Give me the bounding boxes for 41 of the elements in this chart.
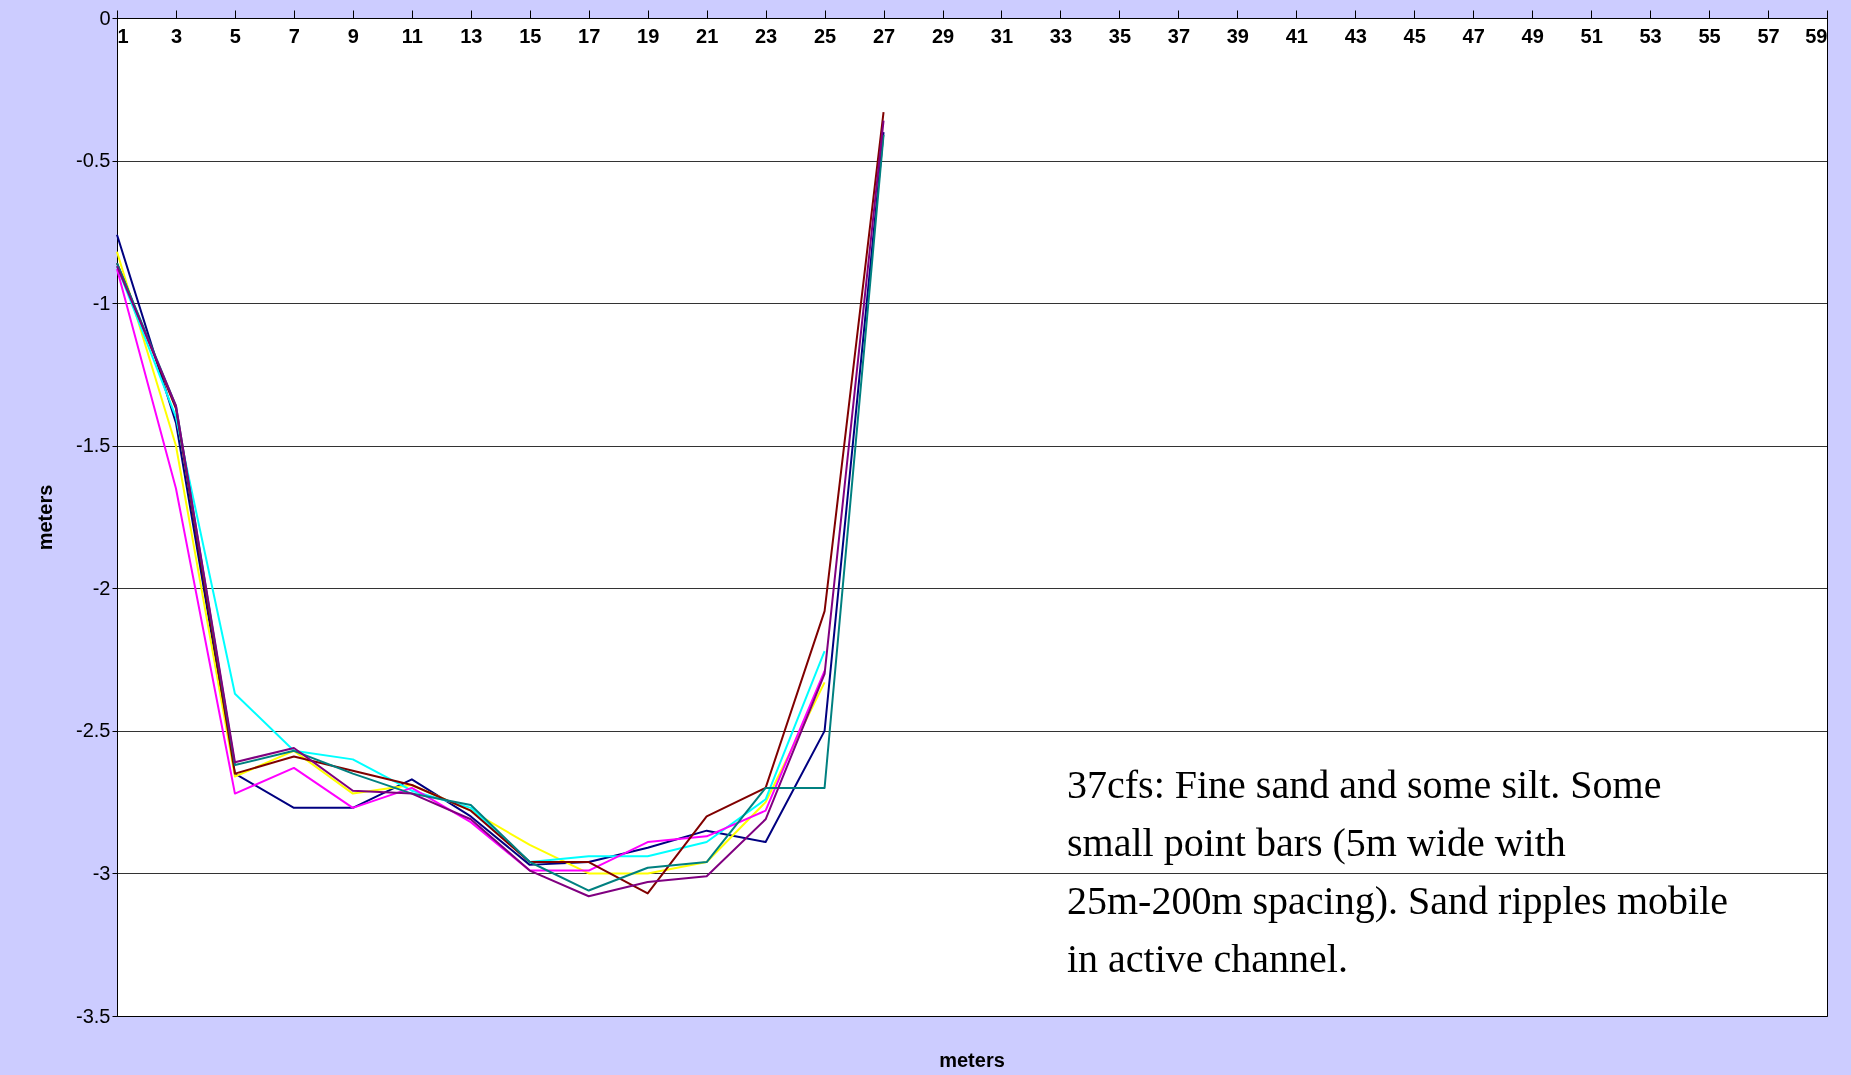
y-tick-label: -3.5 (76, 1004, 111, 1027)
x-tick-label: 3 (170, 24, 183, 47)
x-tick-label: 1 (117, 24, 129, 47)
y-tick-label: -2 (92, 576, 111, 599)
y-tick-label: -2.5 (76, 719, 111, 742)
y-tick-label: -1.5 (76, 434, 111, 457)
x-tick-label: 59 (1805, 24, 1828, 47)
x-tick-label: 11 (401, 24, 423, 47)
x-tick-label: 53 (1639, 24, 1662, 47)
x-tick-label: 23 (755, 24, 778, 47)
x-tick-label: 45 (1403, 24, 1426, 47)
annotation: 37cfs: Fine sand and some silt. Some small point bars (5m wide with 25m-200m spacing). Sand ripples mobile in active channel. (1067, 762, 1729, 981)
y-tick-label: -3 (92, 861, 111, 884)
x-tick-label: 21 (696, 24, 719, 47)
x-tick-label: 33 (1049, 24, 1073, 47)
x-tick-label: 25 (813, 24, 837, 47)
x-tick-label: 37 (1167, 24, 1190, 47)
x-tick-label: 5 (229, 24, 241, 47)
x-tick-label: 7 (288, 24, 300, 47)
y-tick-label: 0 (99, 6, 111, 29)
x-tick-label: 29 (931, 24, 955, 47)
x-tick-label: 13 (460, 24, 483, 47)
x-tick-label: 39 (1226, 24, 1249, 47)
x-tick-label: 41 (1285, 24, 1308, 47)
x-tick-label: 15 (519, 24, 542, 47)
x-tick-label: 9 (347, 24, 359, 47)
x-tick-label: 27 (872, 24, 896, 47)
x-tick-label: 35 (1108, 24, 1132, 47)
x-tick-label: 47 (1462, 24, 1485, 47)
x-tick-label: 43 (1344, 24, 1367, 47)
y-axis-title: meters (34, 484, 57, 551)
x-tick-label: 31 (990, 24, 1014, 47)
x-tick-label: 57 (1757, 24, 1780, 47)
y-tick-label: -1 (92, 291, 111, 314)
y-tick-label: -0.5 (76, 149, 111, 172)
x-tick-label: 51 (1580, 24, 1603, 47)
x-tick-label: 55 (1698, 24, 1721, 47)
x-tick-label: 17 (578, 24, 601, 47)
x-tick-label: 19 (637, 24, 660, 47)
x-axis-title: meters (939, 1049, 1005, 1071)
x-tick-label: 49 (1521, 24, 1544, 47)
